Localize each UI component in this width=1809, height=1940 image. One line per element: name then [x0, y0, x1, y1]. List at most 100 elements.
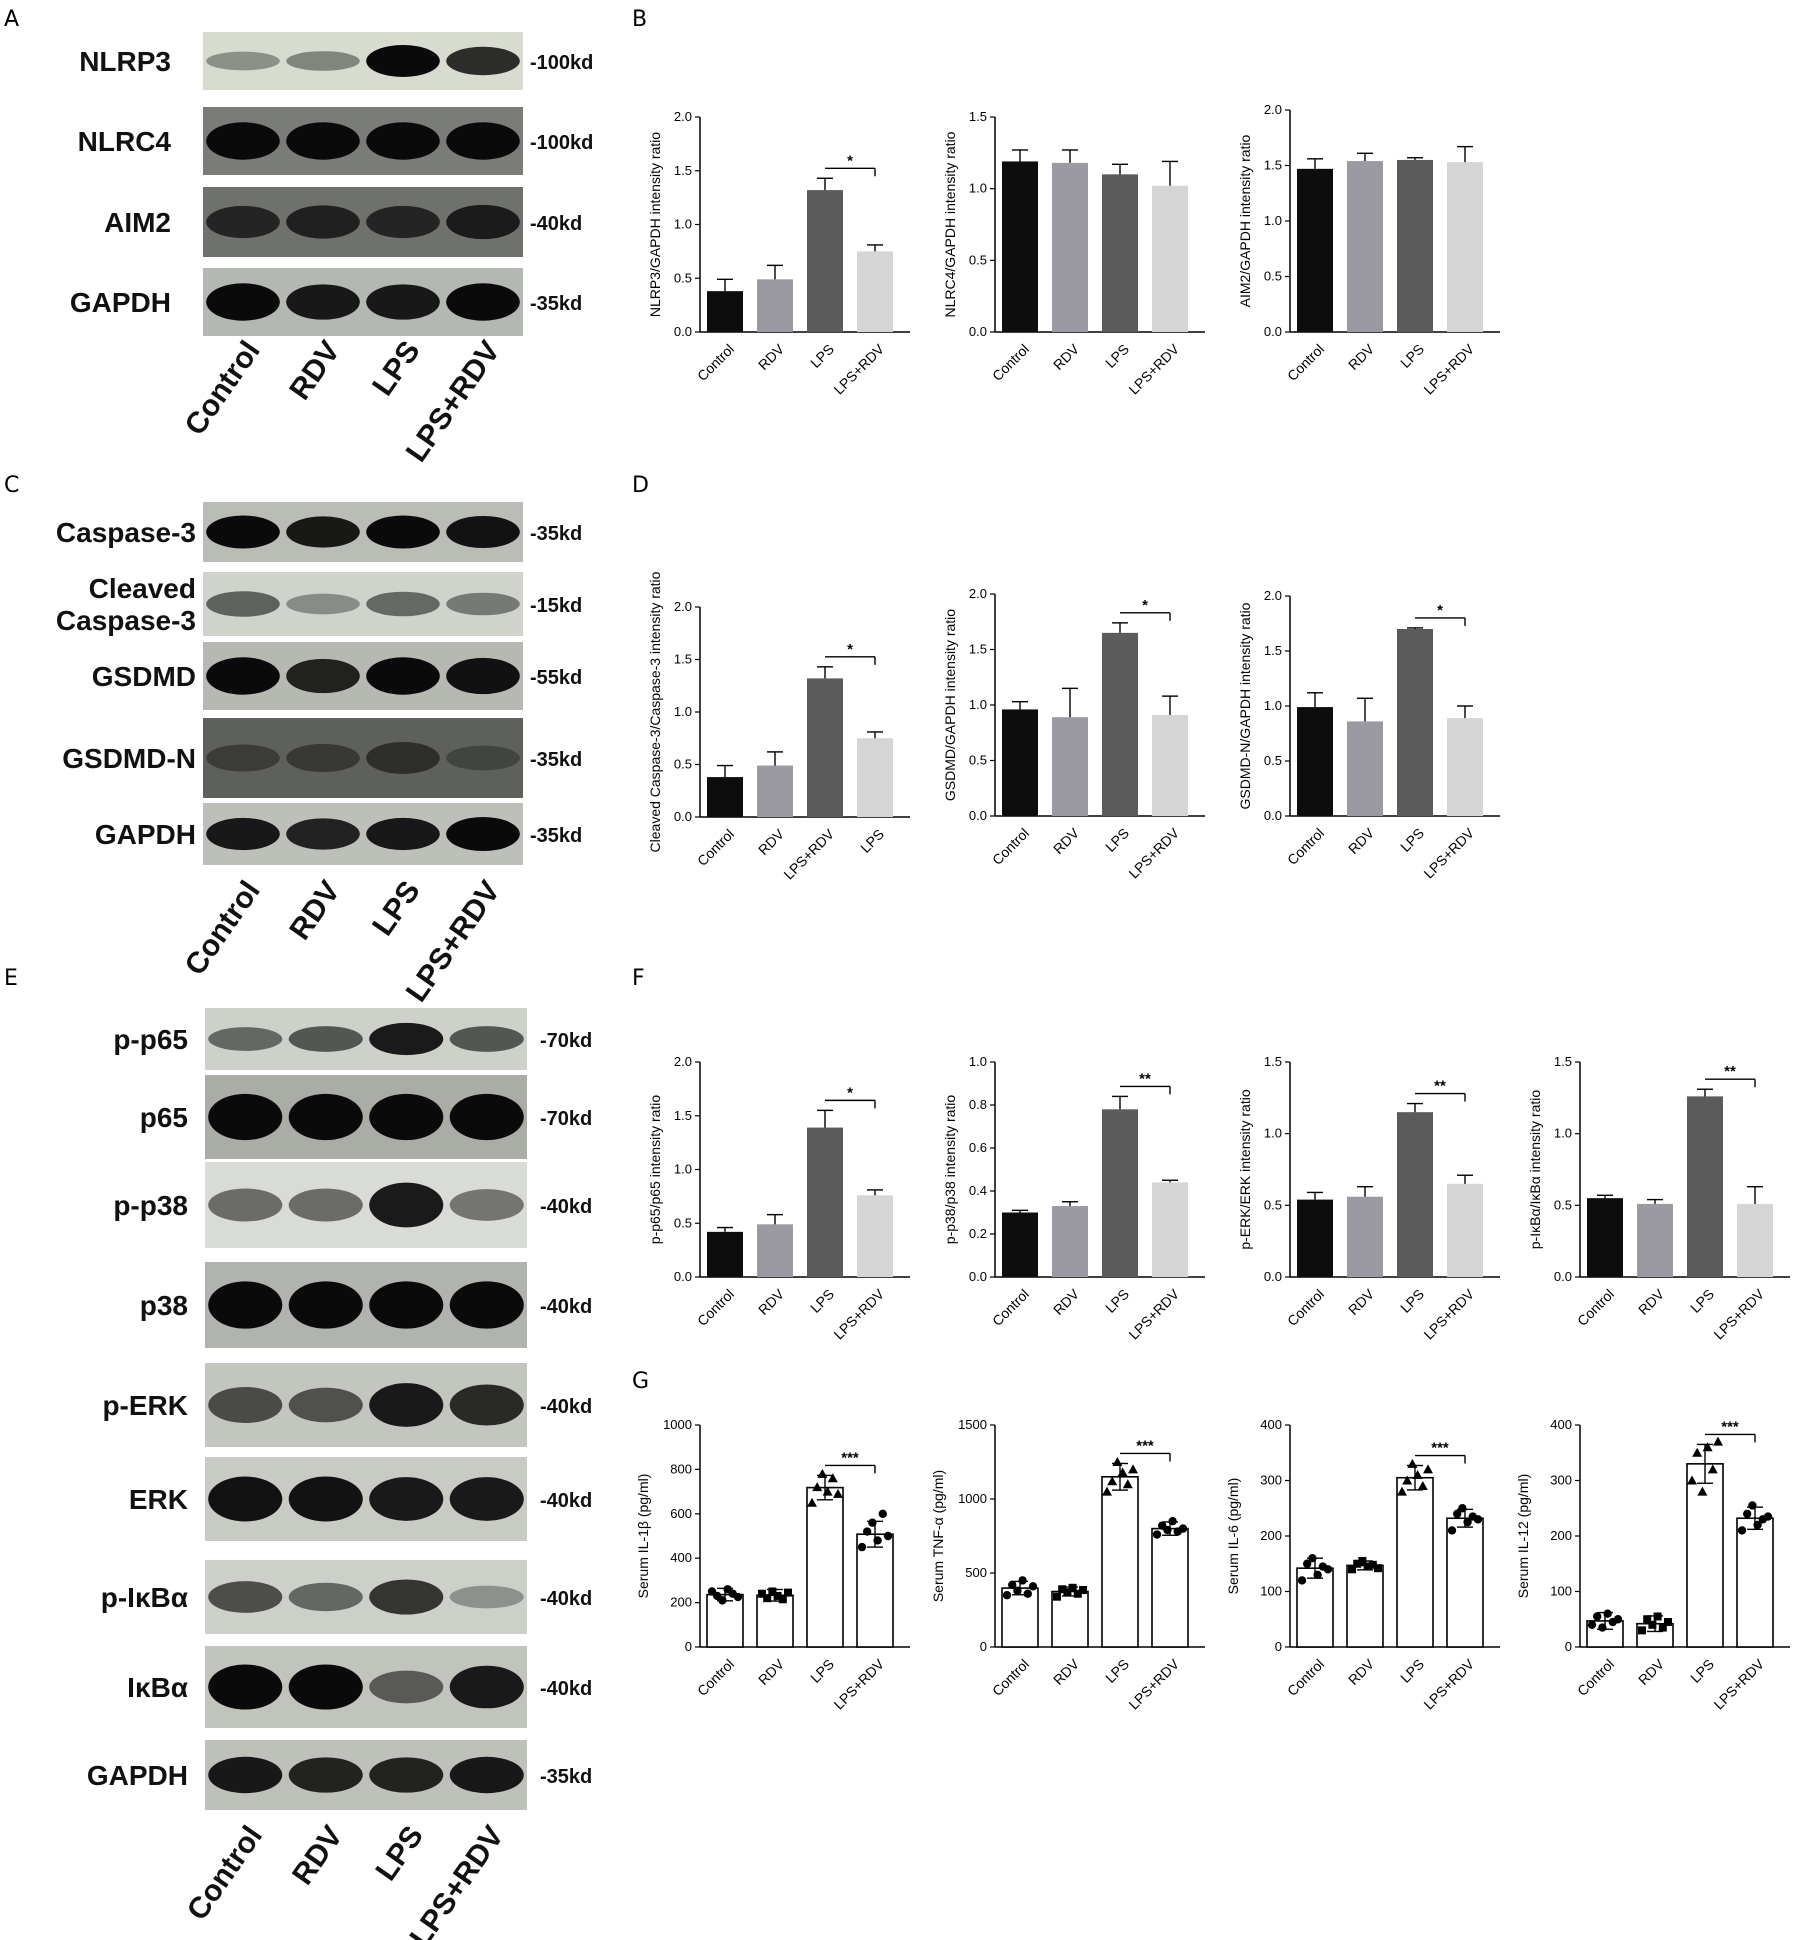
data-point: [1107, 1476, 1118, 1486]
data-point: [1053, 1592, 1061, 1601]
data-point: [807, 1497, 817, 1507]
data-point: [1358, 1556, 1367, 1565]
blot-band: [286, 658, 360, 694]
blot-band: [288, 1281, 363, 1329]
y-tick-label: 0.0: [674, 809, 692, 824]
kd-marker: -35kd: [530, 825, 582, 847]
protein-label: p38: [140, 1290, 188, 1321]
x-category-label: LPS: [1397, 825, 1427, 855]
x-category-label: LPS: [807, 1286, 837, 1316]
blot-band: [206, 205, 280, 239]
data-point: [768, 1587, 777, 1596]
x-category-label: RDV: [1345, 340, 1378, 373]
blot-band: [449, 1026, 524, 1052]
bar: [1736, 1517, 1774, 1648]
blot-band: [208, 1386, 283, 1424]
data-point: [1648, 1620, 1657, 1629]
bar: [1152, 714, 1188, 816]
x-category-label: Control: [1284, 825, 1327, 868]
x-category-label: RDV: [1635, 1285, 1668, 1318]
data-point: [1763, 1512, 1773, 1521]
data-point: [1743, 1509, 1752, 1519]
lane-label: LPS: [366, 335, 427, 402]
data-point: [1753, 1520, 1762, 1530]
y-tick-label: 1.0: [969, 181, 987, 196]
chart-G-12: 0 100 200 300 400 Serum IL-6 (pg/ml) Control RD…: [1225, 1417, 1500, 1713]
data-point: [1297, 1576, 1307, 1585]
kd-marker: -55kd: [530, 667, 582, 689]
y-axis-label: Serum IL-6 (pg/ml): [1225, 1478, 1241, 1595]
kd-marker: -35kd: [530, 523, 582, 545]
data-point: [812, 1482, 823, 1492]
y-tick-label: 0: [1565, 1639, 1572, 1654]
y-tick-label: 0.0: [1554, 1269, 1572, 1284]
blot-band: [206, 591, 280, 617]
protein-label-line: Caspase-3: [56, 605, 196, 636]
sig-star: ***: [1431, 1440, 1449, 1457]
data-point: [1737, 1526, 1747, 1535]
protein-label-line: GAPDH: [95, 819, 196, 850]
blot-band: [206, 817, 280, 851]
protein-label: p-p65: [113, 1024, 188, 1055]
x-category-label: LPS: [807, 1656, 837, 1686]
bar: [857, 251, 893, 332]
data-point: [1008, 1580, 1017, 1590]
kd-marker: -40kd: [530, 213, 582, 235]
bar: [1347, 721, 1383, 816]
protein-label-line: p65: [140, 1102, 188, 1133]
blot-band: [286, 51, 360, 71]
data-point: [1423, 1464, 1433, 1474]
bar: [1297, 168, 1333, 332]
protein-label-line: ERK: [129, 1484, 188, 1515]
bar: [707, 777, 743, 817]
blot-strip: [203, 718, 523, 798]
y-tick-label: 400: [1550, 1417, 1572, 1432]
data-point: [1603, 1609, 1612, 1618]
x-category-label: LPS+RDV: [1125, 1655, 1182, 1712]
blot-band: [369, 1757, 444, 1793]
bar: [1152, 185, 1188, 332]
data-point: [1658, 1623, 1667, 1632]
y-axis-label: Cleaved Caspase-3/Caspase-3 intensity ra…: [647, 571, 663, 852]
protein-label-line: IκBα: [127, 1672, 188, 1703]
x-category-label: LPS: [1687, 1286, 1717, 1316]
y-tick-label: 1.0: [969, 697, 987, 712]
blot-band: [288, 1476, 363, 1522]
blot-band: [449, 1189, 524, 1221]
data-point: [1323, 1565, 1333, 1574]
sig-star: **: [1139, 1070, 1151, 1087]
chart-F-6: 0.0 0.5 1.0 1.5 2.0 p-p65/p65 intensity ratio…: [647, 1054, 910, 1343]
blot-band: [288, 1093, 363, 1141]
blot-band: [206, 744, 280, 772]
y-tick-label: 1.0: [674, 1162, 692, 1177]
blot-band: [208, 1093, 283, 1141]
bar: [1052, 1206, 1088, 1277]
blot-band: [206, 515, 280, 549]
y-tick-label: 0.0: [1264, 808, 1282, 823]
chart-G-10: 0 200 400 600 800 1000 Serum IL-1β (pg/ml) Cont…: [635, 1417, 910, 1713]
protein-label-line: Caspase-3: [56, 517, 196, 548]
data-point: [1687, 1475, 1697, 1485]
x-category-label: Control: [1574, 1286, 1617, 1329]
data-point: [1128, 1464, 1138, 1474]
blot-band: [369, 1022, 444, 1056]
blot-band: [446, 657, 520, 695]
x-category-label: LPS: [807, 341, 837, 371]
y-tick-label: 2.0: [1264, 588, 1282, 603]
data-point: [1152, 1530, 1162, 1539]
data-point: [1348, 1565, 1356, 1574]
data-point: [1368, 1560, 1377, 1569]
protein-label: p65: [140, 1102, 188, 1133]
data-point: [1453, 1509, 1462, 1519]
bar: [1737, 1203, 1773, 1277]
kd-marker: -100kd: [530, 52, 593, 74]
protein-label: p-ERK: [102, 1390, 188, 1421]
x-category-label: LPS+RDV: [1420, 1655, 1477, 1712]
protein-label-line: p-p65: [113, 1024, 188, 1055]
y-tick-label: 200: [670, 1595, 692, 1610]
blot-band: [446, 283, 520, 321]
y-tick-label: 2.0: [674, 109, 692, 124]
chart-F-8: 0.0 0.5 1.0 1.5 p-ERK/ERK intensity ratio Con…: [1237, 1054, 1500, 1343]
y-tick-label: 0.5: [674, 1215, 692, 1230]
x-category-label: LPS+RDV: [1125, 824, 1182, 881]
